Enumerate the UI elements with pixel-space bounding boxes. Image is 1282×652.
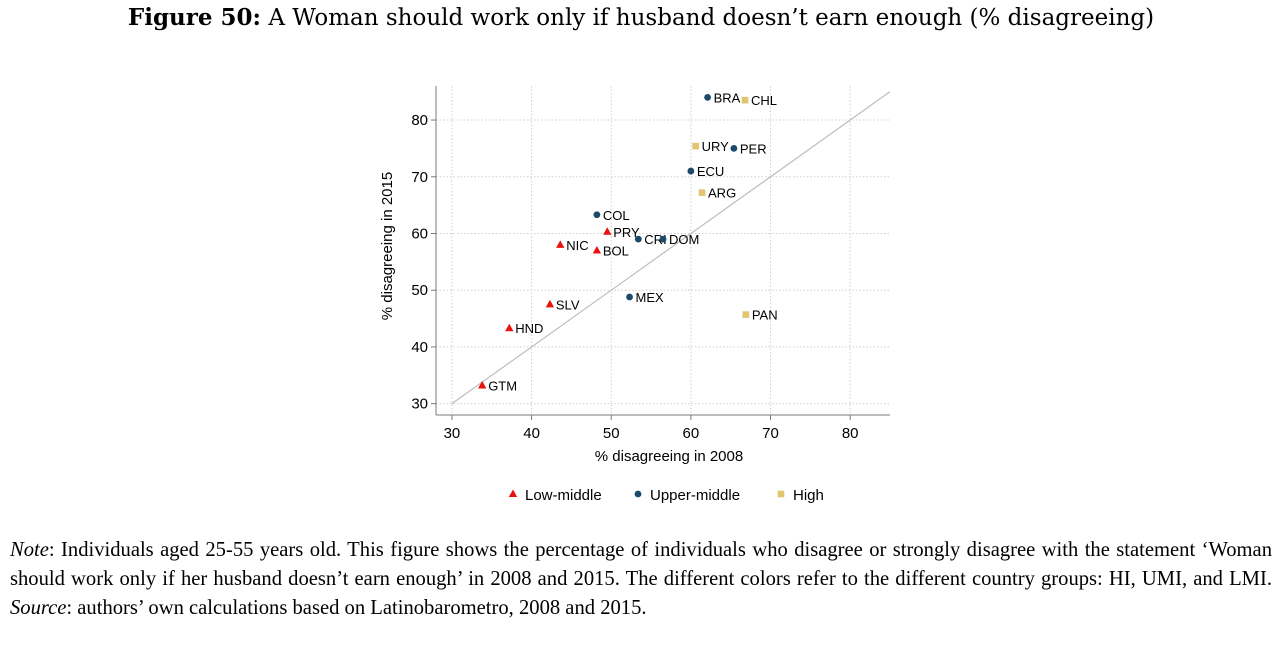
y-tick-label: 50 xyxy=(411,282,428,299)
data-point-pry xyxy=(603,227,612,235)
y-tick-label: 40 xyxy=(411,339,428,356)
y-tick-label: 80 xyxy=(411,112,428,129)
scatter-chart: 30 40 50 60 70 80 30 40 50 60 70 80 GTM HND SLV NIC BOL… xyxy=(379,86,891,504)
legend-marker-triangle xyxy=(508,489,518,497)
data-point-ecu xyxy=(687,167,695,175)
data-point-slv xyxy=(545,299,555,308)
data-point-bra xyxy=(704,93,712,101)
grid-lines xyxy=(436,86,890,415)
point-label-nic: NIC xyxy=(566,238,588,253)
point-label-cri: CRI xyxy=(644,232,666,247)
legend-marker-circle xyxy=(634,490,642,498)
figure-title: Figure 50: A Woman should work only if h… xyxy=(0,4,1282,31)
point-label-arg: ARG xyxy=(708,186,736,201)
reference-line-45deg xyxy=(451,91,891,405)
source-text: : authors’ own calculations based on Lat… xyxy=(66,597,647,619)
legend-entry: High xyxy=(793,487,824,504)
data-point-dom xyxy=(659,235,667,243)
data-points: GTM HND SLV NIC BOL PRY COL CRI DOM MEX ECU BRA PER C… xyxy=(477,90,778,394)
point-label-bol: BOL xyxy=(603,244,629,259)
point-label-mex: MEX xyxy=(636,290,665,305)
legend-entry: Low-middle xyxy=(525,487,602,504)
point-label-ury: URY xyxy=(702,139,730,154)
data-point-pan xyxy=(742,311,750,318)
point-label-pry: PRY xyxy=(613,225,640,240)
y-tick-label: 60 xyxy=(411,225,428,242)
point-label-col: COL xyxy=(603,208,630,223)
x-tick-label: 50 xyxy=(603,425,620,442)
x-tick-label: 30 xyxy=(444,425,461,442)
note-text: : Individuals aged 25-55 years old. This… xyxy=(10,539,1272,590)
data-point-cri xyxy=(634,235,642,243)
x-tick-label: 70 xyxy=(762,425,779,442)
data-point-mex xyxy=(626,293,633,301)
reference-line xyxy=(451,91,891,405)
point-label-pan: PAN xyxy=(752,308,778,323)
point-label-slv: SLV xyxy=(556,297,580,312)
legend: Low-middle Upper-middle High xyxy=(508,487,824,504)
point-label-gtm: GTM xyxy=(488,379,517,394)
legend-entry: Upper-middle xyxy=(650,487,740,504)
x-axis-label: % disagreeing in 2008 xyxy=(595,448,743,465)
figure-label: Figure 50: xyxy=(127,4,262,31)
x-tick-label: 60 xyxy=(683,425,700,442)
x-tick-label: 40 xyxy=(523,425,540,442)
point-label-ecu: ECU xyxy=(697,164,724,179)
data-point-chl xyxy=(741,96,749,104)
data-point-col xyxy=(593,211,601,219)
data-point-gtm xyxy=(477,381,487,389)
point-label-per: PER xyxy=(740,141,767,156)
data-point-nic xyxy=(556,240,565,248)
figure-note: Note: Individuals aged 25-55 years old. … xyxy=(10,536,1272,623)
figure-title-text: A Woman should work only if husband does… xyxy=(268,5,1155,31)
data-point-ury xyxy=(692,142,699,150)
tick-labels: 30 40 50 60 70 80 30 40 50 60 70 80 xyxy=(411,112,858,442)
point-label-bra: BRA xyxy=(714,90,741,105)
axes xyxy=(431,86,890,420)
data-point-bol xyxy=(592,246,602,254)
y-tick-label: 30 xyxy=(411,396,428,413)
data-point-per xyxy=(730,144,738,152)
point-label-chl: CHL xyxy=(751,93,777,108)
note-label: Note xyxy=(10,539,49,561)
y-tick-label: 70 xyxy=(411,169,428,186)
data-point-arg xyxy=(698,189,706,196)
source-label: Source xyxy=(10,597,67,619)
point-label-hnd: HND xyxy=(515,321,543,336)
legend-marker-square xyxy=(777,490,785,498)
y-axis-label: % disagreeing in 2015 xyxy=(379,172,396,320)
data-point-hnd xyxy=(505,323,514,332)
point-label-dom: DOM xyxy=(669,232,699,247)
x-tick-label: 80 xyxy=(842,425,859,442)
